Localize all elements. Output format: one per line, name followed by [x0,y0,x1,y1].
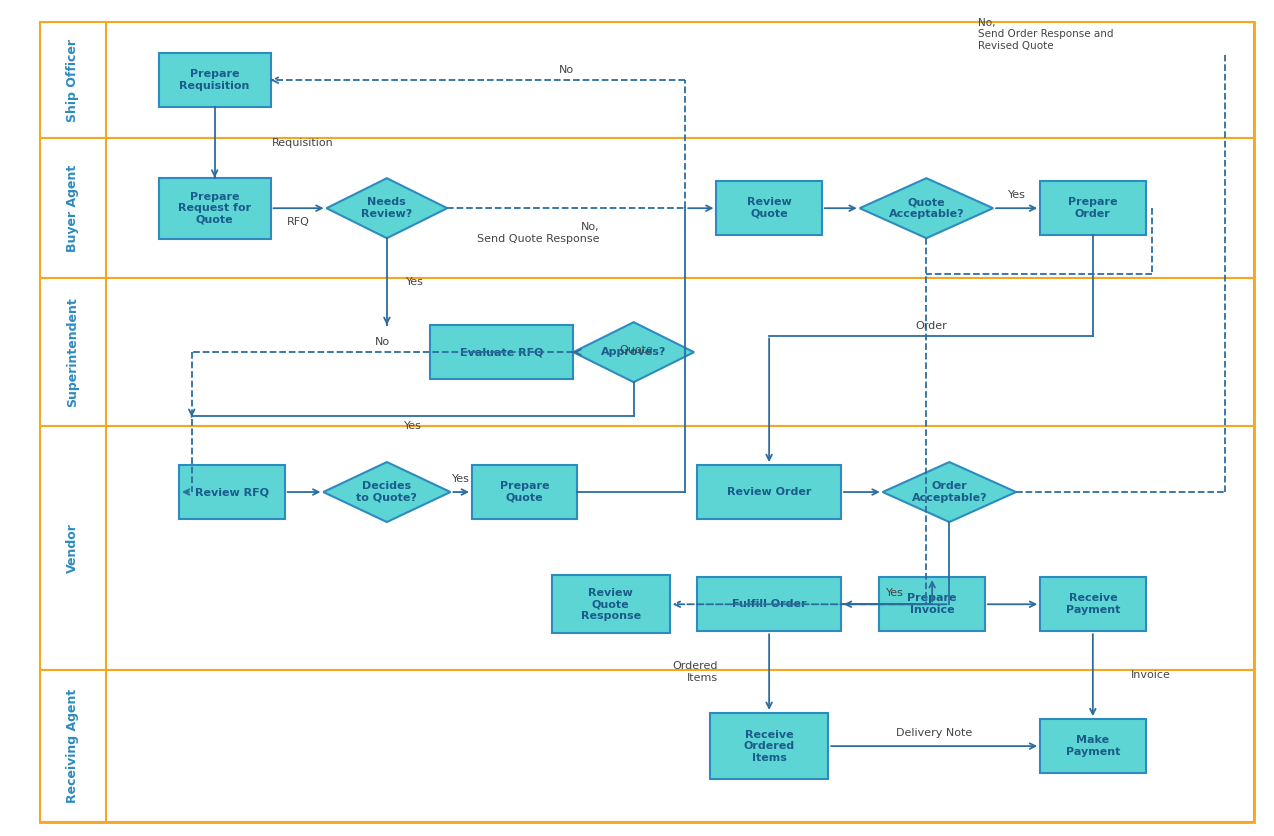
Text: Review
Quote: Review Quote [747,197,791,219]
Bar [39,23,1254,138]
FancyBboxPatch shape [697,465,841,519]
Polygon shape [324,462,451,522]
Text: Buyer Agent: Buyer Agent [66,165,79,252]
Text: Prepare
Quote: Prepare Quote [499,482,549,502]
Text: No,
Send Quote Response: No, Send Quote Response [476,222,599,244]
Text: Requisition: Requisition [271,138,334,147]
FancyBboxPatch shape [471,465,577,519]
Text: Evaluate RFQ: Evaluate RFQ [460,347,544,357]
Bar [39,278,1254,426]
Text: Yes: Yes [406,277,424,287]
FancyBboxPatch shape [697,577,841,631]
FancyBboxPatch shape [1040,719,1145,773]
Text: Review RFQ: Review RFQ [195,487,269,497]
FancyBboxPatch shape [552,575,670,634]
Text: Yes: Yes [1008,190,1026,200]
FancyBboxPatch shape [710,713,828,779]
Text: Approves?: Approves? [601,347,666,357]
FancyBboxPatch shape [879,577,985,631]
Text: Receive
Ordered
Items: Receive Ordered Items [744,730,795,762]
Text: No: No [375,337,390,347]
Text: Vendor: Vendor [66,523,79,573]
FancyBboxPatch shape [429,325,573,380]
Text: Prepare
Requisition: Prepare Requisition [180,69,250,91]
Text: Make
Payment: Make Payment [1065,736,1120,757]
FancyBboxPatch shape [159,178,270,238]
Polygon shape [860,178,994,238]
Text: Invoice: Invoice [1131,670,1171,681]
Text: Review
Quote
Response: Review Quote Response [581,588,641,621]
Polygon shape [573,322,694,382]
Text: Yes: Yes [404,421,422,431]
Text: Review Order: Review Order [727,487,812,497]
FancyBboxPatch shape [180,465,284,519]
FancyBboxPatch shape [1040,577,1145,631]
Bar [39,426,1254,670]
Text: Ordered
Items: Ordered Items [673,661,719,683]
Text: RFQ: RFQ [287,217,310,227]
Text: Superintendent: Superintendent [66,298,79,407]
Text: Needs
Review?: Needs Review? [362,197,413,219]
Text: Yes: Yes [452,474,470,484]
Text: Prepare
Request for
Quote: Prepare Request for Quote [178,191,251,225]
Text: Ship Officer: Ship Officer [66,38,79,122]
Text: Order: Order [915,320,947,330]
FancyBboxPatch shape [39,23,1254,822]
Text: Decides
to Quote?: Decides to Quote? [357,482,418,502]
Text: Prepare
Invoice: Prepare Invoice [907,594,957,615]
FancyBboxPatch shape [716,181,822,235]
Bar [39,670,1254,822]
Polygon shape [883,462,1017,522]
Text: Receive
Payment: Receive Payment [1065,594,1120,615]
Text: Fulfill Order: Fulfill Order [731,599,806,609]
Text: Prepare
Order: Prepare Order [1068,197,1117,219]
Text: No,
Send Order Response and
Revised Quote: No, Send Order Response and Revised Quot… [978,18,1113,51]
Text: Quote: Quote [619,345,654,355]
Polygon shape [326,178,447,238]
FancyBboxPatch shape [1040,181,1145,235]
Text: Receiving Agent: Receiving Agent [66,689,79,803]
Text: Delivery Note: Delivery Note [896,728,972,738]
Text: No: No [559,65,573,75]
Text: Order
Acceptable?: Order Acceptable? [911,482,987,502]
Text: Yes: Yes [887,588,905,598]
Bar [39,138,1254,278]
Text: Quote
Acceptable?: Quote Acceptable? [888,197,964,219]
FancyBboxPatch shape [159,54,270,107]
